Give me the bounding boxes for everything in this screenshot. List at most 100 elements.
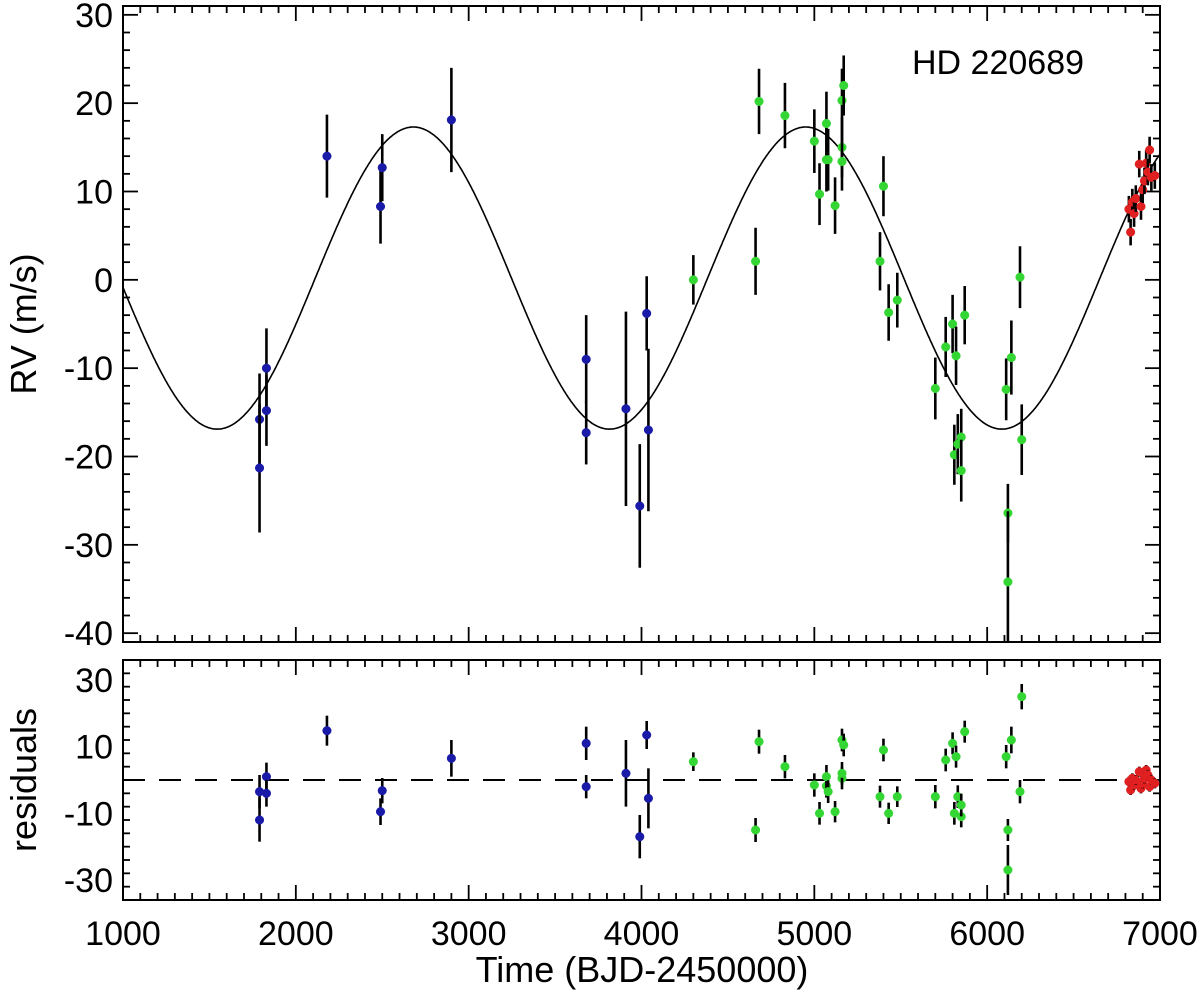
x-tick-label: 7000 [1122, 915, 1198, 953]
rv-point-green [830, 201, 840, 211]
x-tick-label: 3000 [431, 915, 507, 953]
residuals-point-blue [322, 726, 332, 736]
rv-frame [122, 5, 1161, 643]
rv-point-blue [446, 115, 456, 125]
residuals-point-blue [642, 730, 652, 740]
residuals-point-green [821, 772, 831, 782]
residuals-point-green [1003, 865, 1013, 875]
model-curve [122, 126, 1161, 430]
residuals-panel: 30 10 -10 -30 residuals 1000 2000 3000 4000 5000 6… [3, 659, 1198, 953]
rv-y-axis-title: RV (m/s) [3, 253, 44, 394]
residuals-y-tick-label: 30 [75, 662, 113, 700]
residuals-point-green [884, 808, 894, 818]
rv-point-blue [254, 463, 265, 473]
residuals-point-green [839, 740, 849, 750]
residuals-point-green [837, 768, 847, 778]
rv-y-tick-label: -30 [64, 527, 113, 565]
rv-point-blue [261, 363, 272, 373]
rv-point-green [960, 310, 970, 320]
rv-point-green [823, 155, 833, 165]
rv-point-red [1145, 145, 1155, 155]
rv-y-tick-label: -10 [64, 350, 113, 388]
rv-point-green [1017, 435, 1027, 445]
residuals-point-green [892, 792, 902, 802]
rv-point-green [884, 307, 894, 318]
residuals-point-green [780, 762, 790, 772]
rv-point-green [780, 110, 790, 121]
rv-point-green [688, 275, 698, 285]
rv-y-tick-label: 30 [75, 0, 113, 35]
residuals-point-green [814, 808, 825, 818]
rv-point-green [839, 80, 849, 91]
residuals-point-green [941, 755, 951, 765]
x-axis-title: Time (BJD-2450000) [476, 949, 809, 990]
residuals-point-blue [581, 738, 591, 748]
rv-y-tick-label: 10 [75, 174, 113, 212]
rv-point-green [1015, 272, 1025, 282]
rv-point-blue [581, 354, 591, 364]
residuals-point-green [751, 825, 761, 835]
rv-point-red [1126, 227, 1136, 237]
residuals-point-blue [643, 793, 653, 803]
rv-point-green [875, 256, 885, 266]
rv-point-red [1150, 171, 1160, 181]
residuals-point-green [1017, 692, 1027, 702]
rv-point-blue [642, 308, 652, 318]
rv-point-green [754, 96, 764, 106]
rv-point-green [814, 189, 825, 199]
x-tick-label: 6000 [949, 915, 1025, 953]
residuals-point-blue [261, 788, 272, 798]
rv-y-tick-label: 0 [94, 262, 113, 300]
rv-y-tick-label: 20 [75, 85, 113, 123]
rv-point-green [809, 136, 819, 146]
chart-annotation: HD 220689 [912, 44, 1084, 82]
residuals-point-green [951, 752, 961, 762]
residuals-point-green [754, 737, 764, 747]
residuals-point-blue [621, 768, 631, 778]
residuals-point-blue [375, 807, 386, 817]
rv-point-blue [643, 425, 653, 435]
x-tick-label: 1000 [85, 915, 161, 953]
rv-y-tick-label: -20 [64, 439, 113, 477]
residuals-point-blue [446, 753, 456, 763]
rv-point-green [941, 342, 951, 352]
residuals-point-blue [261, 772, 272, 782]
rv-point-green [878, 181, 889, 191]
rv-point-green [948, 319, 958, 329]
rv-point-green [751, 256, 761, 266]
rv-panel: 30 20 10 0 -10 -20 -30 -40 RV (m/s) [3, 0, 1161, 653]
residuals-y-axis-title: residuals [3, 708, 44, 852]
residuals-point-green [1006, 735, 1016, 745]
x-tick-label: 2000 [258, 915, 334, 953]
rv-point-blue [621, 404, 631, 414]
rv-point-green [821, 118, 831, 129]
rv-point-blue [261, 406, 272, 416]
rv-point-red [1131, 194, 1141, 204]
residuals-point-green [823, 787, 833, 797]
rv-point-blue [377, 163, 387, 173]
residuals-point-green [930, 792, 940, 802]
rv-point-green [837, 156, 847, 167]
rv-point-green [930, 383, 940, 394]
rv-point-green [1006, 353, 1016, 363]
residuals-point-blue [254, 815, 265, 825]
rv-point-green [1003, 577, 1013, 587]
residuals-point-green [875, 792, 885, 802]
residuals-point-blue [377, 786, 387, 796]
rv-point-green [1001, 384, 1011, 394]
rv-point-blue [581, 428, 591, 438]
rv-point-green [951, 351, 961, 361]
rv-point-blue [635, 501, 645, 511]
x-tick-label: 4000 [604, 915, 680, 953]
residuals-y-tick-label: 10 [75, 729, 113, 767]
residuals-point-green [809, 780, 819, 790]
residuals-point-blue [635, 832, 645, 842]
residuals-point-green [688, 757, 698, 767]
residuals-point-green [960, 727, 970, 737]
residuals-point-green [878, 745, 889, 755]
rv-point-green [892, 295, 902, 305]
residuals-point-green [1001, 752, 1011, 762]
residuals-point-red [1150, 778, 1160, 788]
rv-y-tick-label: -40 [64, 615, 113, 653]
